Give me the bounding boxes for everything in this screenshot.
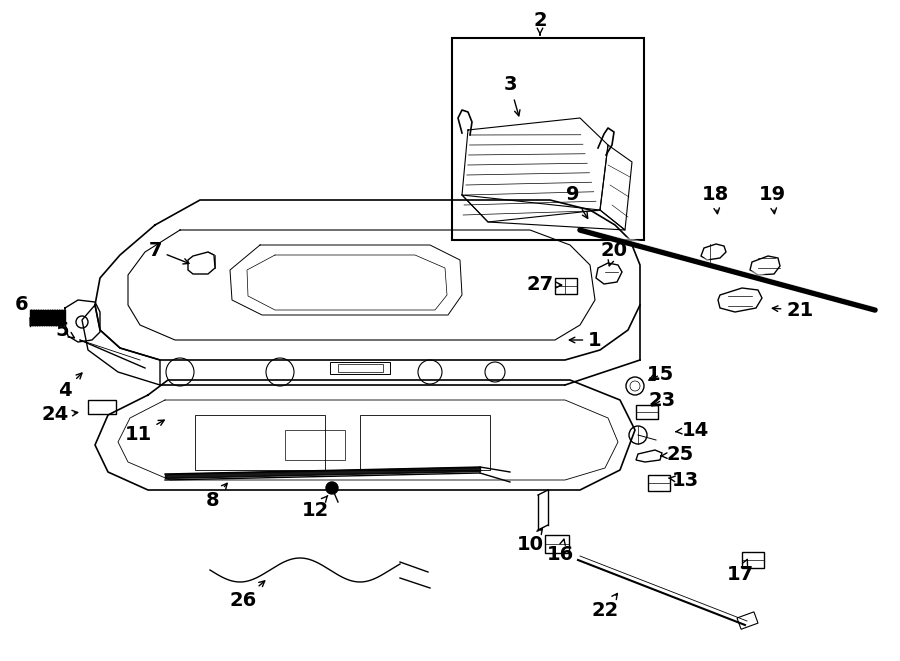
Text: 5: 5 (55, 321, 75, 340)
Text: 9: 9 (566, 186, 588, 218)
Text: 19: 19 (759, 186, 786, 214)
Bar (88, 400, 116, 414)
Text: 23: 23 (648, 391, 676, 410)
Text: 25: 25 (661, 446, 694, 465)
Polygon shape (701, 244, 726, 260)
Polygon shape (750, 256, 780, 275)
Bar (737, 612, 758, 629)
Bar (742, 552, 764, 568)
Bar (338, 364, 383, 372)
Text: 11: 11 (124, 420, 164, 444)
Text: 18: 18 (701, 186, 729, 214)
Text: 22: 22 (591, 594, 618, 619)
Text: 4: 4 (58, 373, 82, 399)
Polygon shape (636, 450, 662, 462)
Bar (285, 430, 345, 460)
Circle shape (326, 482, 338, 494)
Text: 20: 20 (600, 241, 627, 266)
Text: 26: 26 (230, 581, 265, 609)
Text: 8: 8 (206, 483, 227, 510)
Text: 17: 17 (726, 559, 753, 584)
Polygon shape (718, 288, 762, 312)
Text: 12: 12 (302, 496, 328, 520)
Text: 6: 6 (15, 295, 37, 317)
Text: 7: 7 (148, 241, 189, 264)
Text: 15: 15 (646, 366, 673, 385)
Bar (648, 475, 670, 491)
Text: 16: 16 (546, 539, 573, 564)
Text: 21: 21 (772, 301, 814, 319)
Bar (360, 415, 490, 470)
Bar (636, 405, 658, 419)
Text: 2: 2 (533, 11, 547, 35)
Text: 3: 3 (503, 75, 520, 116)
Bar (195, 415, 325, 470)
Bar (545, 535, 569, 553)
Text: 1: 1 (570, 330, 602, 350)
Text: 13: 13 (669, 471, 698, 490)
Text: 27: 27 (526, 276, 562, 295)
Text: 14: 14 (676, 420, 708, 440)
Bar (555, 278, 577, 294)
Polygon shape (188, 252, 215, 274)
Bar (330, 362, 390, 374)
Text: 24: 24 (41, 405, 77, 424)
Polygon shape (596, 263, 622, 284)
Bar (452, 38, 644, 240)
Text: 10: 10 (517, 528, 544, 555)
